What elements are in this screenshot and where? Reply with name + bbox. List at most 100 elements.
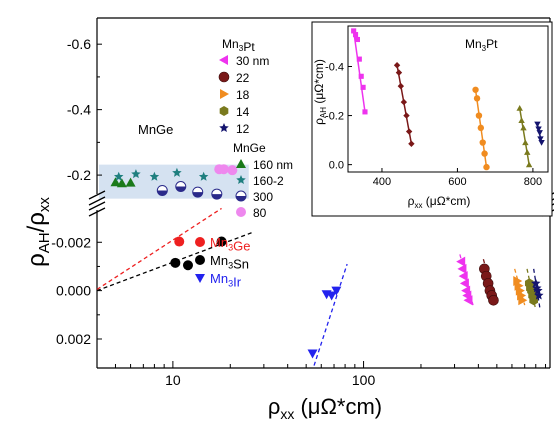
series-mn3sn <box>96 231 253 292</box>
series-160-2 <box>113 167 209 181</box>
data-point <box>116 178 127 188</box>
series-80 <box>214 164 238 176</box>
inset-data-point <box>362 109 368 115</box>
inset-data-point <box>351 28 357 34</box>
upper-y-tick-label: -0.6 <box>67 36 91 52</box>
inset-data-point <box>403 112 410 119</box>
inset-series-14 <box>516 105 533 168</box>
axis-break-mark <box>88 196 106 206</box>
legend-label-300: 300 <box>253 190 273 204</box>
data-point <box>182 260 193 271</box>
data-point <box>331 286 342 296</box>
data-point <box>198 171 209 181</box>
legend-marker-160-2 <box>236 175 246 185</box>
legend-marker-160-nm <box>236 159 246 168</box>
data-point <box>125 177 136 187</box>
data-point <box>534 290 544 300</box>
data-point <box>488 294 499 306</box>
inset-y-tick-label: -0.2 <box>325 111 344 123</box>
series-14 <box>524 268 539 308</box>
inset-y-tick-label: -0.4 <box>325 61 344 73</box>
inset-title: Mn3Pt <box>465 37 498 53</box>
series-22 <box>479 259 499 306</box>
inset-x-tick-label: 800 <box>524 176 542 188</box>
inset-fit-line <box>518 108 530 165</box>
inset-data-point <box>535 126 542 133</box>
lower-y-tick-label: 0.002 <box>56 331 91 347</box>
inset-data-point <box>536 130 543 136</box>
legend-marker-mn3ge <box>195 237 205 247</box>
legend-marker-mn3ir <box>195 274 205 283</box>
data-point <box>110 177 121 187</box>
data-point <box>533 285 543 295</box>
data-point <box>529 295 539 306</box>
inset-series-30-nm <box>351 28 368 115</box>
legend-marker-300 <box>235 190 247 202</box>
x-tick-label: 10 <box>165 372 181 388</box>
data-point <box>518 295 528 306</box>
inset-data-point <box>356 56 362 62</box>
inset-data-point <box>477 124 485 132</box>
data-point <box>131 169 141 179</box>
data-point <box>192 186 204 198</box>
series-18 <box>513 268 528 306</box>
data-point <box>227 165 238 176</box>
data-point <box>175 181 187 193</box>
series-12 <box>531 268 544 308</box>
data-point <box>463 295 473 306</box>
inset-data-point <box>481 150 488 157</box>
inset-data-point <box>400 98 408 106</box>
inset-frame <box>311 21 553 217</box>
legend-title-mn3pt: Mn3Pt <box>222 37 255 54</box>
lower-y-tick-label: 0.000 <box>56 283 91 299</box>
legend-label-22: 22 <box>236 71 250 85</box>
legend-label-30-nm: 30 nm <box>236 54 269 68</box>
data-point <box>218 164 229 175</box>
series-mn3ir <box>307 263 348 366</box>
data-point <box>211 188 223 200</box>
inset-y-tick-label: 0.0 <box>329 160 344 172</box>
main-y-axis-label: ρAH/ρxx <box>23 197 53 267</box>
inset-data-point <box>405 128 413 135</box>
inset-data-point <box>520 124 527 131</box>
x-tick-label: 100 <box>352 372 376 388</box>
inset-data-point <box>516 105 523 111</box>
legend-label-12: 12 <box>236 122 250 136</box>
lower-y-tick-label: -0.002 <box>51 234 91 250</box>
fit-line <box>96 207 222 290</box>
inset-data-point <box>534 121 541 128</box>
inset-data-point <box>352 32 359 38</box>
inset-x-tick-label: 600 <box>448 176 466 188</box>
data-point <box>307 349 318 359</box>
legend-marker-18 <box>220 89 229 99</box>
legend-label-mn3ge: Mn3Ge <box>210 235 250 253</box>
inset-data-point <box>518 117 525 124</box>
inset-data-point <box>525 161 533 168</box>
legend-label-14: 14 <box>236 105 250 119</box>
legend-marker-mn3sn <box>195 255 205 265</box>
inset-data-point <box>538 139 545 146</box>
legend-marker-14 <box>219 106 229 116</box>
inset-data-point <box>408 140 415 147</box>
data-point <box>170 257 181 268</box>
data-point <box>458 271 468 282</box>
legend-marker-80 <box>236 207 246 217</box>
inset-data-point <box>524 149 531 155</box>
legend-label-160-2: 160-2 <box>253 174 284 188</box>
upper-y-tick-label: -0.4 <box>67 102 91 118</box>
inset-data-point <box>358 73 364 79</box>
inset-data-point <box>479 139 486 146</box>
data-point <box>531 278 541 288</box>
legend-title-mnge: MnGe <box>233 141 266 155</box>
inset-series-22 <box>393 62 415 147</box>
legend-label-mn3sn: Mn3Sn <box>210 253 249 271</box>
inset-fit-line <box>352 30 366 112</box>
series-mn3ge <box>96 207 222 290</box>
data-point <box>149 171 160 181</box>
upper-y-tick-label: -0.2 <box>67 167 91 183</box>
inset-data-point <box>483 163 490 171</box>
